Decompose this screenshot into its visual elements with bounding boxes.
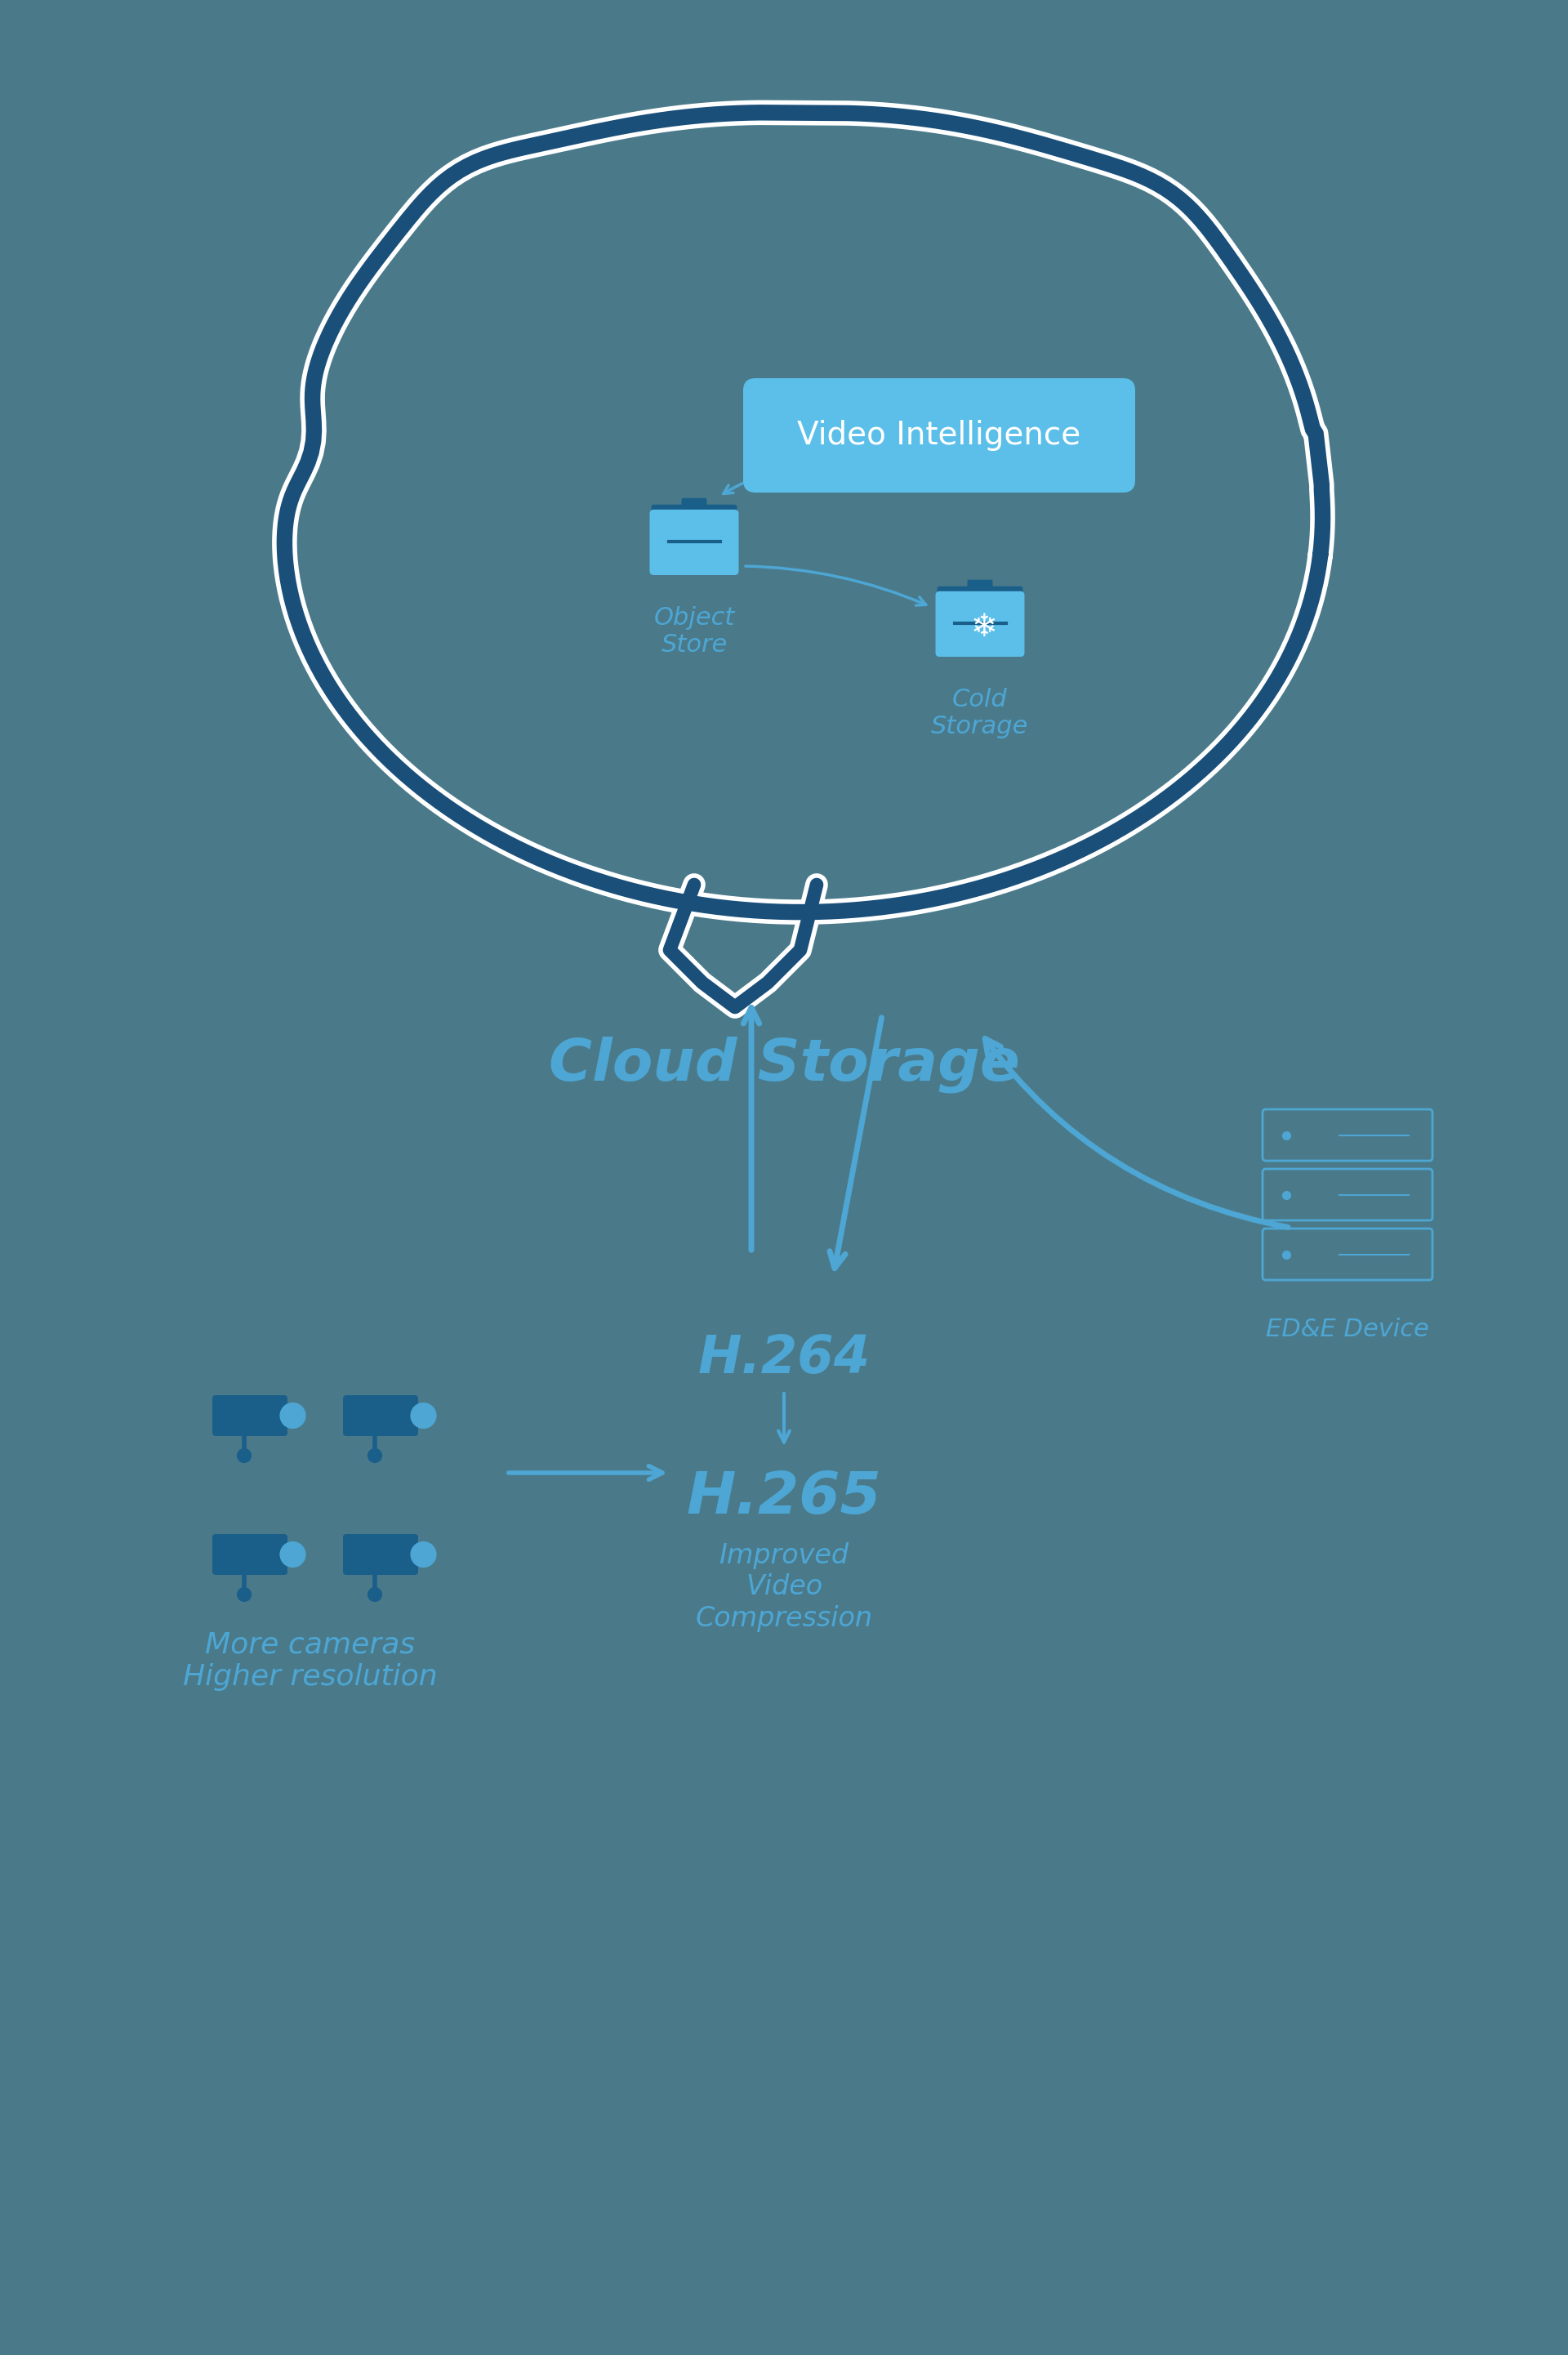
Circle shape xyxy=(368,1587,381,1601)
FancyBboxPatch shape xyxy=(212,1533,287,1575)
FancyBboxPatch shape xyxy=(936,591,1024,657)
Text: Object
Store: Object Store xyxy=(654,605,735,657)
Text: Cloud Storage: Cloud Storage xyxy=(549,1036,1019,1093)
Text: H.264: H.264 xyxy=(698,1333,870,1385)
FancyBboxPatch shape xyxy=(343,1533,419,1575)
Circle shape xyxy=(411,1404,436,1427)
Circle shape xyxy=(411,1543,436,1566)
FancyBboxPatch shape xyxy=(651,504,737,518)
Text: Video Intelligence: Video Intelligence xyxy=(798,419,1080,450)
FancyBboxPatch shape xyxy=(649,509,739,575)
Text: ❄: ❄ xyxy=(971,612,997,643)
Circle shape xyxy=(237,1587,251,1601)
Text: ED&E Device: ED&E Device xyxy=(1265,1316,1428,1342)
FancyBboxPatch shape xyxy=(343,1394,419,1437)
Text: Improved
Video
Compression: Improved Video Compression xyxy=(695,1543,873,1632)
Text: H.265: H.265 xyxy=(687,1470,881,1526)
FancyBboxPatch shape xyxy=(743,379,1135,492)
FancyBboxPatch shape xyxy=(938,586,1022,601)
Text: Cold
Storage: Cold Storage xyxy=(931,688,1029,739)
Text: More cameras
Higher resolution: More cameras Higher resolution xyxy=(183,1630,437,1691)
Circle shape xyxy=(281,1543,306,1566)
Circle shape xyxy=(281,1404,306,1427)
Circle shape xyxy=(237,1448,251,1462)
Circle shape xyxy=(368,1448,381,1462)
FancyBboxPatch shape xyxy=(212,1394,287,1437)
FancyBboxPatch shape xyxy=(682,497,707,509)
FancyBboxPatch shape xyxy=(967,579,993,591)
